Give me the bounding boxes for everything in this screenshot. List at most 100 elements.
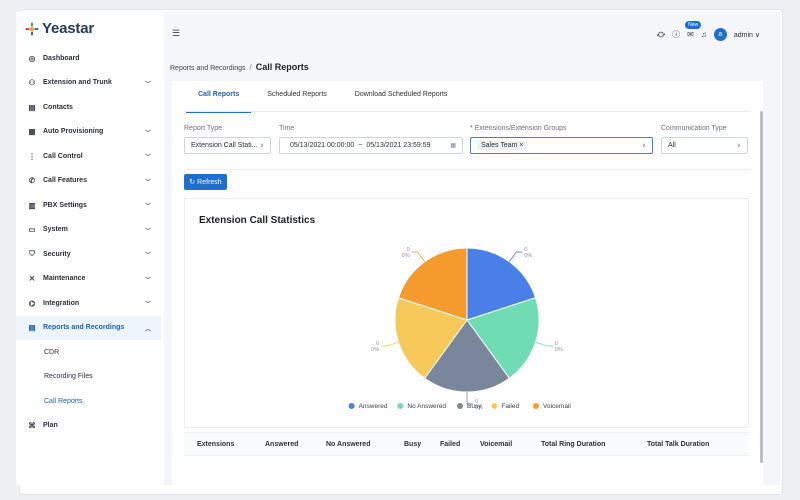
legend-item-no-answered[interactable]: No Answered	[397, 403, 446, 410]
sidebar-item-pbx-settings[interactable]: ▥ PBX Settings ﹀	[16, 193, 161, 218]
communication-type-select[interactable]: All ∨	[661, 137, 748, 154]
collapse-menu-icon[interactable]: ☰	[172, 28, 181, 38]
legend-item-busy[interactable]: Busy	[457, 403, 482, 410]
tab-divider	[184, 111, 751, 112]
pie-slice-busy[interactable]	[423, 319, 511, 393]
legend-item-failed[interactable]: Failed	[491, 403, 519, 410]
refresh-icon: ↻	[189, 179, 196, 186]
avatar[interactable]: a	[713, 28, 727, 41]
time-separator: ~	[358, 142, 363, 149]
chevron-down-icon: ﹀	[144, 179, 151, 186]
communication-type-value: All	[668, 142, 676, 149]
breadcrumb-parent[interactable]: Reports and Recordings	[170, 65, 246, 72]
sidebar-item-label: Integration	[43, 299, 80, 307]
tag-remove-icon[interactable]: ×	[519, 142, 524, 149]
sidebar-item-label: Call Features	[43, 177, 87, 185]
sidebar-subitem-cdr[interactable]: CDR	[44, 348, 60, 356]
legend-label: No Answered	[407, 403, 446, 410]
pie-slice-failed[interactable]	[394, 297, 468, 379]
legend-label: Voicemail	[543, 403, 571, 410]
sidebar-item-call-control[interactable]: ⋮ Call Control ﹀	[16, 144, 161, 169]
time-range-picker[interactable]: 05/13/2021 00:00:00 ~ 05/13/2021 23:59:5…	[279, 137, 463, 154]
sidebar-item-maintenance[interactable]: ✕ Maintenance ﹀	[16, 267, 161, 292]
sidebar-item-security[interactable]: ⛉ Security ﹀	[16, 242, 161, 267]
legend-label: Failed	[501, 403, 519, 410]
sidebar-item-reports-and-recordings[interactable]: ▤ Reports and Recordings ︿	[16, 315, 161, 340]
tab-scheduled-reports[interactable]: Scheduled Reports	[267, 91, 327, 98]
col-total-talk-duration[interactable]: Total Talk Duration	[647, 441, 710, 448]
sidebar-item-label: Call Control	[43, 152, 83, 160]
sidebar-item-label: PBX Settings	[43, 201, 87, 209]
sidebar-item-label: Extension and Trunk	[43, 79, 112, 87]
brand-logo[interactable]: Yeastar	[25, 20, 94, 37]
sidebar-item-label: Plan	[43, 422, 58, 430]
news-icon[interactable]: ✉ New	[685, 21, 702, 39]
pie-leader-line	[381, 341, 399, 347]
chevron-down-icon: ﹀	[144, 277, 151, 284]
sidebar-item-label: Dashboard	[43, 54, 80, 62]
chevron-down-icon: ∨	[641, 143, 646, 149]
refresh-label: Refresh	[197, 178, 222, 186]
col-no-answered[interactable]: No Answered	[326, 441, 371, 448]
chevron-down-icon: ﹀	[144, 253, 151, 259]
chevron-down-icon: ∨	[736, 143, 741, 149]
sidebar-item-contacts[interactable]: ▤ Contacts	[16, 95, 161, 120]
sidebar-item-label: Maintenance	[43, 275, 86, 283]
sidebar-item-label: Contacts	[43, 103, 73, 111]
sidebar-item-integration[interactable]: ⌬ Integration ﹀	[16, 291, 161, 316]
legend-swatch	[348, 403, 355, 409]
notification-bell-icon[interactable]: ♫	[700, 30, 707, 39]
sidebar-item-extension-and-trunk[interactable]: ⚇ Extension and Trunk ﹀	[16, 71, 161, 96]
tab-bar: Call Reports Scheduled Reports Download …	[184, 91, 461, 113]
help-icon[interactable]: ⓘ	[672, 30, 681, 39]
sidebar-item-call-features[interactable]: ✆ Call Features ﹀	[16, 169, 161, 194]
sidebar-item-plan[interactable]: ⌘ Plan	[16, 414, 161, 439]
col-voicemail[interactable]: Voicemail	[480, 441, 513, 448]
pie-slice-voicemail[interactable]	[397, 247, 468, 321]
tab-download-scheduled-reports[interactable]: Download Scheduled Reports	[354, 91, 448, 98]
sidebar-item-dashboard[interactable]: ◎ Dashboard	[16, 46, 161, 71]
pie-slice-answered[interactable]	[466, 247, 537, 321]
legend-swatch	[491, 403, 498, 409]
chevron-down-icon: ∨	[752, 31, 760, 39]
chevron-down-icon: ∨	[259, 143, 264, 149]
col-busy[interactable]: Busy	[404, 441, 422, 448]
legend-item-answered[interactable]: Answered	[348, 403, 388, 410]
col-total-ring-duration[interactable]: Total Ring Duration	[541, 441, 606, 448]
extensions-select[interactable]: Sales Team × ∨	[470, 137, 653, 154]
yeastar-logo-icon	[25, 22, 39, 35]
pie-leader-line	[466, 392, 473, 405]
communication-type-label: Communication Type	[661, 125, 727, 132]
pie-slice-label: 0 0%	[524, 247, 532, 259]
tab-call-reports[interactable]: Call Reports	[184, 91, 253, 113]
pie-slice-label: 0 0%	[475, 399, 483, 411]
breadcrumb-separator: /	[249, 63, 252, 72]
handshake-icon[interactable]: ⛮	[656, 29, 666, 39]
chevron-down-icon: ﹀	[144, 155, 151, 161]
scrollbar[interactable]	[760, 111, 763, 463]
chevron-down-icon: ﹀	[144, 302, 151, 308]
report-type-select[interactable]: Extension Call Stati... ∨	[184, 137, 271, 154]
refresh-button[interactable]: ↻ Refresh	[184, 174, 227, 190]
sidebar-subitem-recording-files[interactable]: Recording Files	[44, 373, 93, 381]
legend-item-voicemail[interactable]: Voicemail	[533, 403, 571, 410]
chart-title: Extension Call Statistics	[199, 215, 316, 226]
sidebar-item-auto-provisioning[interactable]: ▦ Auto Provisioning ﹀	[16, 120, 161, 145]
sidebar-item-system[interactable]: ▭ System ﹀	[16, 218, 161, 243]
shield-icon: ⛉	[29, 249, 35, 259]
col-failed[interactable]: Failed	[440, 441, 461, 448]
new-badge: New	[685, 21, 702, 29]
reports-panel: Call Reports Scheduled Reports Download …	[172, 81, 763, 485]
main-content: Reports and Recordings / Call Reports Ca…	[164, 48, 780, 485]
time-end: 05/13/2021 23:59:59	[366, 142, 431, 149]
sidebar-nav: ◎ Dashboard ⚇ Extension and Trunk ﹀ ▤ Contacts…	[16, 46, 161, 438]
pie-leader-line	[508, 251, 523, 262]
legend-swatch	[457, 403, 463, 409]
sidebar-item-label: Security	[43, 250, 71, 258]
col-extensions[interactable]: Extensions	[197, 441, 235, 448]
pie-slice-no-answered[interactable]	[466, 297, 540, 379]
report-type-label: Report Type	[184, 125, 223, 132]
user-menu[interactable]: admin ∨	[734, 31, 760, 39]
col-answered[interactable]: Answered	[265, 441, 299, 448]
sidebar-subitem-call-reports[interactable]: Call Reports	[44, 397, 83, 405]
